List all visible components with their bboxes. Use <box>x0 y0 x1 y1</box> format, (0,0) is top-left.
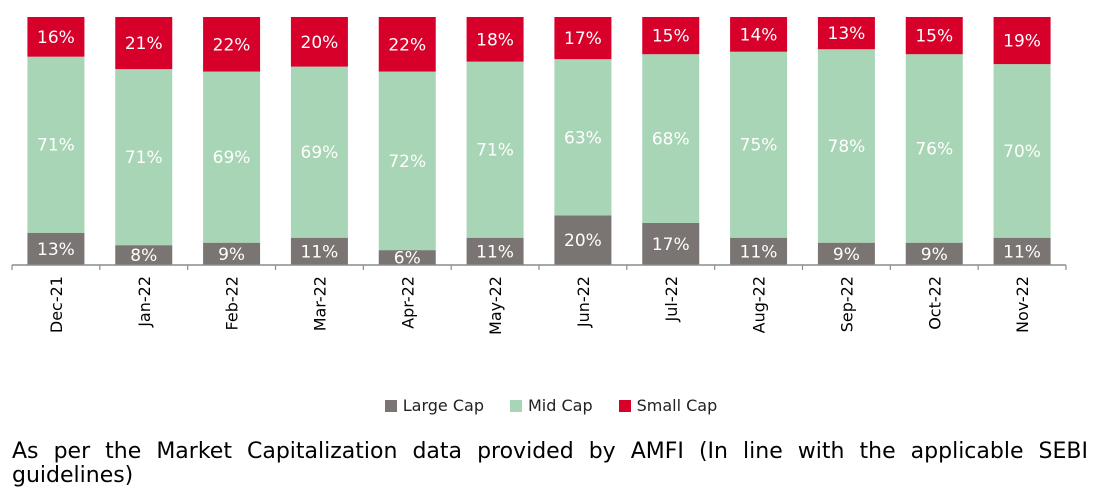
bar-mid-cap-sep-22 <box>817 49 875 243</box>
data-label-small-cap-mar-22: 20% <box>301 33 339 53</box>
bar-mid-cap-jun-22 <box>554 59 612 216</box>
bar-mid-cap-jul-22 <box>642 54 700 223</box>
bar-small-cap-mar-22 <box>290 17 348 67</box>
bar-small-cap-jul-22 <box>642 17 700 55</box>
bar-large-cap-apr-22 <box>378 250 436 265</box>
x-tick-label: Nov-22 <box>1013 276 1032 333</box>
data-label-small-cap-dec-21: 16% <box>37 28 75 48</box>
x-tick-label: Jul-22 <box>662 276 681 322</box>
data-label-small-cap-aug-22: 14% <box>740 25 778 45</box>
bar-large-cap-mar-22 <box>290 237 348 265</box>
data-label-large-cap-may-22: 11% <box>476 242 514 262</box>
data-label-mid-cap-may-22: 71% <box>476 141 514 161</box>
data-label-large-cap-jan-22: 8% <box>130 246 157 266</box>
bar-small-cap-oct-22 <box>905 17 963 55</box>
x-tick-label: Dec-21 <box>47 276 66 333</box>
legend-label-small-cap: Small Cap <box>636 396 718 415</box>
data-label-small-cap-apr-22: 22% <box>388 35 426 55</box>
x-tick-label: Apr-22 <box>398 276 417 329</box>
data-label-small-cap-jun-22: 17% <box>564 29 602 49</box>
data-label-small-cap-oct-22: 15% <box>915 27 953 47</box>
legend-item-large-cap: Large Cap <box>384 396 484 415</box>
legend-item-small-cap: Small Cap <box>618 396 718 415</box>
bar-large-cap-feb-22 <box>203 242 261 265</box>
bar-mid-cap-oct-22 <box>905 54 963 243</box>
x-tick-label: Oct-22 <box>925 276 944 330</box>
bar-large-cap-jul-22 <box>642 222 700 265</box>
bar-mid-cap-nov-22 <box>993 64 1051 238</box>
data-label-large-cap-jun-22: 20% <box>564 231 602 251</box>
x-tick-label: Mar-22 <box>310 276 329 331</box>
x-tick-label: Jan-22 <box>135 276 154 328</box>
bar-small-cap-dec-21 <box>27 17 85 57</box>
x-tick-labels: Dec-21 Jan-22 Feb-22 Mar-22 Apr-22 May-22 Jun-… <box>47 276 1032 335</box>
bar-large-cap-aug-22 <box>730 237 788 265</box>
bar-small-cap-feb-22 <box>203 17 261 72</box>
bar-small-cap-may-22 <box>466 17 524 62</box>
bar-mid-cap-feb-22 <box>203 71 261 243</box>
x-tick-label: Aug-22 <box>750 276 769 333</box>
data-label-mid-cap-aug-22: 75% <box>740 136 778 156</box>
footnote: As per the Market Capitalization data pr… <box>12 439 1088 488</box>
data-label-mid-cap-jan-22: 71% <box>125 148 163 168</box>
bar-mid-cap-may-22 <box>466 61 524 238</box>
stacked-bar-chart: 13% 71% 16% 8% 71% 21% 9% 69% 22% 11% 69% 20% 6% 72% 2… <box>11 17 1067 335</box>
data-label-large-cap-aug-22: 11% <box>740 242 778 262</box>
x-tick-label: May-22 <box>486 276 505 335</box>
bar-small-cap-apr-22 <box>378 17 436 72</box>
bar-small-cap-jan-22 <box>115 17 173 70</box>
x-tick-label: Jun-22 <box>574 276 593 328</box>
data-label-mid-cap-jun-22: 63% <box>564 128 602 148</box>
data-label-mid-cap-dec-21: 71% <box>37 136 75 156</box>
bar-mid-cap-aug-22 <box>730 51 788 238</box>
legend-swatch-mid-cap <box>509 399 522 412</box>
data-label-mid-cap-apr-22: 72% <box>388 152 426 172</box>
bar-small-cap-sep-22 <box>817 17 875 50</box>
x-axis <box>11 264 1067 270</box>
x-tick-label: Sep-22 <box>837 276 856 332</box>
legend: Large Cap Mid Cap Small Cap <box>0 396 1102 415</box>
data-label-mid-cap-oct-22: 76% <box>915 139 953 159</box>
data-label-large-cap-mar-22: 11% <box>301 242 339 262</box>
data-label-small-cap-jul-22: 15% <box>652 27 690 47</box>
data-label-large-cap-oct-22: 9% <box>921 245 948 265</box>
bar-large-cap-oct-22 <box>905 242 963 265</box>
x-tick-label: Feb-22 <box>223 276 242 330</box>
data-label-mid-cap-mar-22: 69% <box>301 143 339 163</box>
data-label-small-cap-jan-22: 21% <box>125 34 163 54</box>
bar-large-cap-nov-22 <box>993 237 1051 265</box>
data-label-mid-cap-jul-22: 68% <box>652 130 690 150</box>
bar-mid-cap-apr-22 <box>378 71 436 251</box>
bar-mid-cap-jan-22 <box>115 69 173 246</box>
legend-label-large-cap: Large Cap <box>402 396 484 415</box>
bar-large-cap-jun-22 <box>554 215 612 265</box>
bar-mid-cap-dec-21 <box>27 56 85 233</box>
data-label-large-cap-apr-22: 6% <box>394 249 421 269</box>
legend-swatch-large-cap <box>384 399 397 412</box>
bars-group: 13% 71% 16% 8% 71% 21% 9% 69% 22% 11% 69% 20% 6% 72% 2… <box>27 17 1051 269</box>
data-label-large-cap-sep-22: 9% <box>833 245 860 265</box>
data-label-large-cap-feb-22: 9% <box>218 245 245 265</box>
bar-small-cap-nov-22 <box>993 17 1051 65</box>
data-label-mid-cap-sep-22: 78% <box>828 137 866 157</box>
bar-large-cap-dec-21 <box>27 232 85 265</box>
bar-mid-cap-mar-22 <box>290 66 348 238</box>
data-label-small-cap-sep-22: 13% <box>828 24 866 44</box>
data-label-small-cap-may-22: 18% <box>476 30 514 50</box>
bar-large-cap-sep-22 <box>817 242 875 265</box>
bar-large-cap-jan-22 <box>115 245 173 265</box>
bar-large-cap-may-22 <box>466 237 524 265</box>
data-label-small-cap-nov-22: 19% <box>1003 32 1041 52</box>
data-label-small-cap-feb-22: 22% <box>213 35 251 55</box>
data-label-mid-cap-nov-22: 70% <box>1003 142 1041 162</box>
bar-small-cap-jun-22 <box>554 17 612 60</box>
data-label-large-cap-dec-21: 13% <box>37 240 75 260</box>
data-label-large-cap-nov-22: 11% <box>1003 242 1041 262</box>
data-label-mid-cap-feb-22: 69% <box>213 148 251 168</box>
data-label-large-cap-jul-22: 17% <box>652 235 690 255</box>
legend-item-mid-cap: Mid Cap <box>509 396 593 415</box>
legend-swatch-small-cap <box>618 399 631 412</box>
legend-label-mid-cap: Mid Cap <box>527 396 593 415</box>
bar-small-cap-aug-22 <box>730 17 788 52</box>
